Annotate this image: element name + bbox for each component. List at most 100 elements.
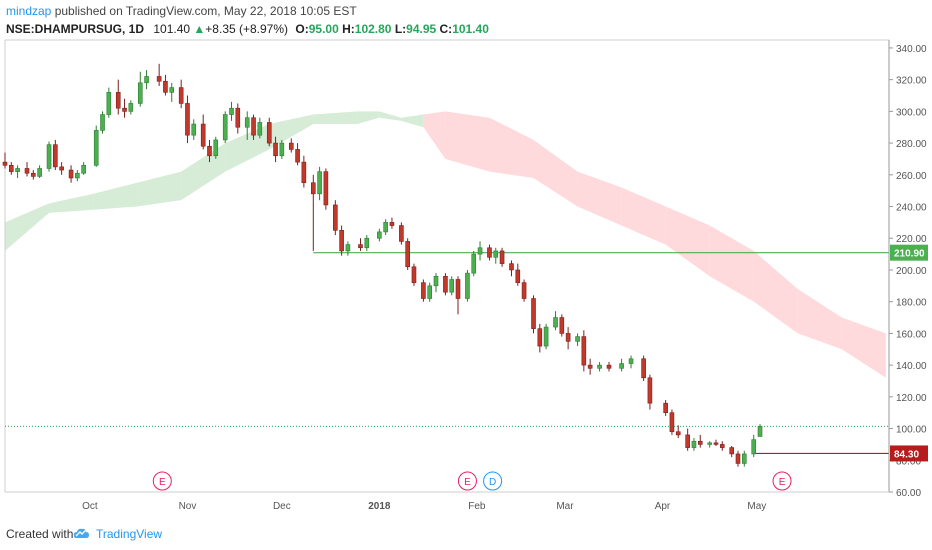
candle-body	[455, 279, 461, 299]
price-tick-label: 60.00	[896, 488, 921, 499]
candle-body	[273, 142, 278, 157]
candle-body	[531, 298, 536, 329]
candle-body	[339, 230, 344, 252]
candle-body	[465, 272, 470, 299]
candle-body	[288, 142, 294, 150]
low-value: 94.95	[406, 22, 437, 36]
candle-body	[364, 237, 370, 249]
price-tick-label: 200.00	[896, 266, 927, 277]
time-axis: Oct Nov Dec 2018 Feb Mar Apr May	[5, 491, 889, 512]
event-marker-circle	[772, 471, 792, 491]
candle-body	[515, 269, 521, 283]
publish-text: published on TradingView.com, May 22, 20…	[51, 4, 357, 18]
open-value: 95.00	[308, 22, 339, 36]
candle-body	[751, 439, 757, 455]
ichimoku-cloud	[5, 111, 886, 378]
candle-body	[757, 426, 763, 437]
candle-body	[100, 114, 105, 131]
created-with-text: Created with	[6, 527, 74, 541]
price-tick-label: 180.00	[896, 298, 927, 309]
price-chart[interactable]: 60.00 80.00 100.00 120.00 140.00 160.00 180.00…	[0, 0, 932, 520]
candle-body	[333, 204, 338, 231]
candle-body	[521, 282, 527, 299]
candle-body	[587, 364, 593, 369]
last-price: 101.40	[153, 22, 191, 36]
cloud-segment	[533, 139, 578, 207]
candle-body	[449, 279, 455, 293]
candle-body	[443, 276, 448, 293]
price-tick-label: 300.00	[896, 107, 927, 118]
cloud-segment	[621, 187, 666, 245]
price-axis: 60.00 80.00 100.00 120.00 140.00 160.00 180.00…	[888, 40, 928, 499]
cloud-segment	[269, 114, 314, 150]
candle-body	[266, 122, 272, 144]
time-tick-label: Mar	[556, 501, 574, 512]
cloud-segment	[93, 182, 138, 210]
candle-body	[244, 117, 250, 128]
cloud-segment	[445, 111, 490, 172]
event-marker-circle	[483, 471, 503, 491]
candle-body	[729, 447, 735, 455]
price-tick-label: 100.00	[896, 425, 927, 436]
candle-body	[106, 92, 112, 115]
candle-body	[675, 431, 681, 436]
candle-body	[377, 231, 382, 239]
price-tick-label: 340.00	[896, 44, 927, 55]
candle-body	[2, 161, 8, 166]
price-tick-label: 80.00	[896, 456, 921, 467]
author-link[interactable]: mindzap	[6, 4, 52, 18]
time-tick-label: Nov	[179, 501, 197, 512]
candle-body	[697, 440, 703, 445]
candle-body	[53, 144, 58, 168]
cloud-segment	[313, 111, 358, 125]
candle-body	[411, 266, 417, 283]
price-tick-label: 220.00	[896, 234, 927, 245]
event-marker-circle	[457, 471, 477, 491]
price-label-text: 84.30	[894, 449, 919, 460]
candle-body	[68, 169, 74, 179]
cloud-segment	[5, 203, 50, 251]
price-change: +8.35 (+8.97%)	[205, 22, 289, 36]
tradingview-logo-icon	[73, 528, 89, 538]
candle-body	[15, 168, 20, 172]
candle-body	[301, 161, 307, 184]
cloud-segment	[489, 117, 534, 178]
candle-body	[606, 364, 612, 369]
time-tick-label: 2018	[368, 501, 391, 512]
candle-body	[575, 336, 580, 342]
candle-body	[229, 107, 234, 115]
candle-body	[191, 123, 197, 136]
cloud-segment	[357, 111, 380, 125]
candle-body	[345, 244, 351, 252]
candle-body	[137, 82, 143, 104]
candle-body	[421, 282, 426, 299]
candle-body	[93, 130, 99, 166]
candle-body	[122, 107, 127, 112]
up-arrow-icon: ▲	[193, 22, 206, 36]
price-tick-label: 240.00	[896, 203, 927, 214]
candle-body	[59, 166, 64, 171]
candle-body	[597, 364, 602, 369]
price-tick-label: 140.00	[896, 361, 927, 372]
cloud-segment	[753, 250, 798, 334]
candle-body	[169, 87, 175, 93]
cloud-segment	[577, 171, 622, 226]
event-marker-label: E	[159, 477, 166, 488]
candle-body	[559, 317, 565, 334]
candle-body	[669, 412, 675, 433]
candle-body	[144, 76, 149, 84]
candle-body	[115, 92, 121, 109]
open-label: O:	[295, 22, 309, 36]
event-marker-label: E	[779, 477, 786, 488]
candle-body	[178, 87, 184, 104]
candle-body	[185, 103, 190, 136]
candle-body	[389, 222, 395, 226]
time-tick-label: Apr	[655, 501, 671, 512]
candle-body	[691, 440, 697, 448]
price-label-box	[890, 445, 928, 462]
price-tick-label: 260.00	[896, 171, 927, 182]
tradingview-brand-link[interactable]: TradingView	[96, 527, 163, 541]
event-marker-label: D	[489, 477, 496, 488]
candle-body	[222, 114, 228, 141]
candle-body	[493, 250, 499, 258]
